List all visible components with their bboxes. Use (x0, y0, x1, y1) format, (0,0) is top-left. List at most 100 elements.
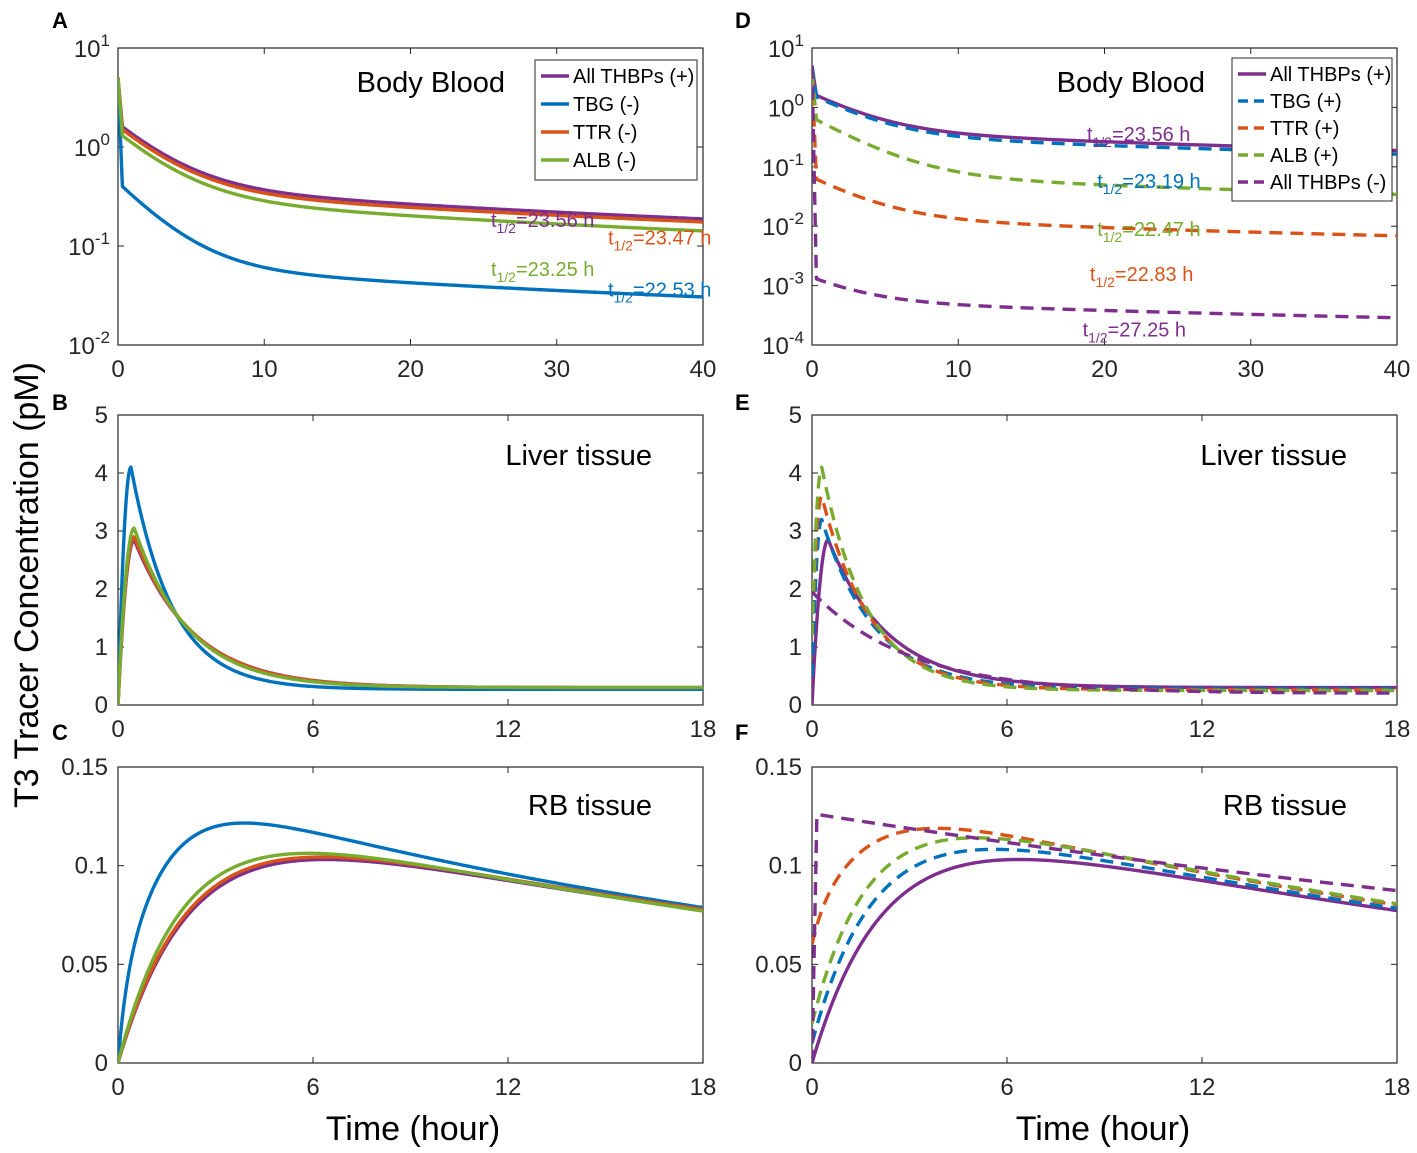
panel-D: 0 10 20 30 40 10-4 10-3 10-2 10-1 100 101 Body Bloo… (735, 8, 1410, 383)
shared-ylabel: T3 Tracer Concentration (pM) (8, 362, 46, 808)
ytick-label: 0.1 (769, 853, 802, 880)
xtick-label: 6 (306, 1074, 319, 1101)
series-line-E-4 (812, 590, 1397, 695)
axes-box-F (811, 766, 1398, 1064)
axes-box-C (117, 766, 704, 1064)
xtick-label: 18 (1384, 716, 1411, 743)
xtick-label: 0 (805, 1074, 818, 1101)
ytick-label: 0 (95, 692, 108, 719)
panel-title-D: Body Blood (1057, 67, 1205, 99)
panel-title-C: RB tissue (528, 790, 652, 822)
legend-label: All THBPs (-) (1270, 172, 1386, 194)
ytick-label: 0.15 (61, 754, 108, 781)
panel-F: 0 6 12 18 0 0.05 0.1 0.15 RB tissue F (735, 720, 1410, 1101)
ytick-label: 0.15 (755, 754, 802, 781)
panel-C: 0 6 12 18 0 0.05 0.1 0.15 RB tissue C (52, 720, 716, 1101)
series-line-E-3 (812, 465, 1397, 693)
series-line-B-1 (118, 465, 703, 705)
xtick-label: 20 (1091, 356, 1118, 383)
panel-title-E: Liver tissue (1200, 440, 1347, 472)
ytick-label: 0 (95, 1050, 108, 1077)
xtick-label: 6 (1000, 1074, 1013, 1101)
xlabel-left: Time (hour) (326, 1110, 500, 1148)
panel-letter-F: F (735, 720, 748, 745)
series-line-A-3 (118, 76, 703, 233)
legend-label: All THBPs (+) (573, 66, 694, 88)
ytick-label: 0.05 (755, 951, 802, 978)
series-line-C-2 (118, 855, 703, 1063)
xtick-label: 12 (1189, 716, 1216, 743)
legend-label: All THBPs (+) (1270, 64, 1391, 86)
series-line-F-4 (812, 812, 1397, 1063)
series-line-D-4 (812, 65, 1397, 320)
series-line-B-3 (118, 526, 703, 705)
halflife-annotation: t1/2=23.47 h (608, 227, 711, 253)
xtick-label: 6 (306, 716, 319, 743)
ytick-label: 0 (789, 692, 802, 719)
ytick-label: 1 (789, 634, 802, 661)
series-line-A-1 (118, 77, 703, 299)
halflife-annotation: t1/2=27.25 h (1083, 319, 1186, 345)
xtick-label: 30 (1237, 356, 1264, 383)
ytick-label: 2 (95, 576, 108, 603)
series-line-F-2 (812, 826, 1397, 947)
series-line-E-1 (812, 517, 1397, 691)
ytick-label: 100 (74, 130, 110, 162)
halflife-annotation: t1/2=23.25 h (491, 259, 594, 285)
ytick-label: 10-2 (68, 328, 110, 360)
halflife-annotation: t1/2=22.83 h (1090, 264, 1193, 290)
xtick-label: 0 (111, 356, 124, 383)
xtick-label: 18 (690, 1074, 717, 1101)
ytick-label: 4 (789, 460, 802, 487)
series-line-B-2 (118, 535, 703, 705)
ytick-label: 3 (789, 518, 802, 545)
panel-title-F: RB tissue (1223, 790, 1347, 822)
xtick-label: 10 (945, 356, 972, 383)
series-line-E-2 (812, 494, 1397, 692)
panel-letter-A: A (52, 8, 68, 33)
xlabel-right: Time (hour) (1016, 1110, 1190, 1148)
xtick-label: 40 (690, 356, 717, 383)
panel-title-A: Body Blood (357, 67, 505, 99)
xtick-label: 10 (251, 356, 278, 383)
halflife-annotation: t1/2=23.56 h (1087, 124, 1190, 150)
halflife-annotation: t1/2=23.19 h (1097, 171, 1200, 197)
series-line-C-1 (118, 821, 703, 1063)
ytick-label: 5 (95, 402, 108, 429)
series-line-C-3 (118, 851, 703, 1063)
series-line-F-1 (812, 847, 1397, 1045)
ytick-label: 10-1 (762, 150, 804, 182)
xtick-label: 0 (111, 1074, 124, 1101)
halflife-annotation: t1/2=22.47 h (1097, 219, 1200, 245)
ytick-label: 101 (74, 31, 110, 63)
panel-letter-D: D (735, 8, 751, 33)
legend-label: TBG (+) (1270, 91, 1342, 113)
xtick-label: 40 (1384, 356, 1411, 383)
ytick-label: 10-1 (68, 229, 110, 261)
xtick-label: 6 (1000, 716, 1013, 743)
ytick-label: 100 (768, 90, 804, 122)
xtick-label: 12 (495, 1074, 522, 1101)
legend-label: ALB (-) (573, 150, 636, 172)
panel-letter-C: C (52, 720, 68, 745)
series-line-A-2 (118, 76, 703, 224)
ytick-label: 4 (95, 460, 108, 487)
series-line-C-0 (118, 857, 703, 1063)
halflife-annotation: t1/2=23.56 h (491, 210, 594, 236)
xtick-label: 0 (111, 716, 124, 743)
xtick-label: 12 (1189, 1074, 1216, 1101)
legend-A: All THBPs (+) TBG (-) TTR (-) ALB (-) (534, 59, 698, 181)
series-line-A-0 (118, 76, 703, 221)
ytick-label: 5 (789, 402, 802, 429)
legend-label: TBG (-) (573, 94, 640, 116)
panel-letter-E: E (735, 390, 750, 415)
ytick-label: 10-2 (762, 209, 804, 241)
series-line-F-3 (812, 836, 1397, 1026)
legend-label: ALB (+) (1270, 145, 1338, 167)
xtick-label: 18 (690, 716, 717, 743)
xtick-label: 18 (1384, 1074, 1411, 1101)
ytick-label: 101 (768, 31, 804, 63)
ytick-label: 1 (95, 634, 108, 661)
